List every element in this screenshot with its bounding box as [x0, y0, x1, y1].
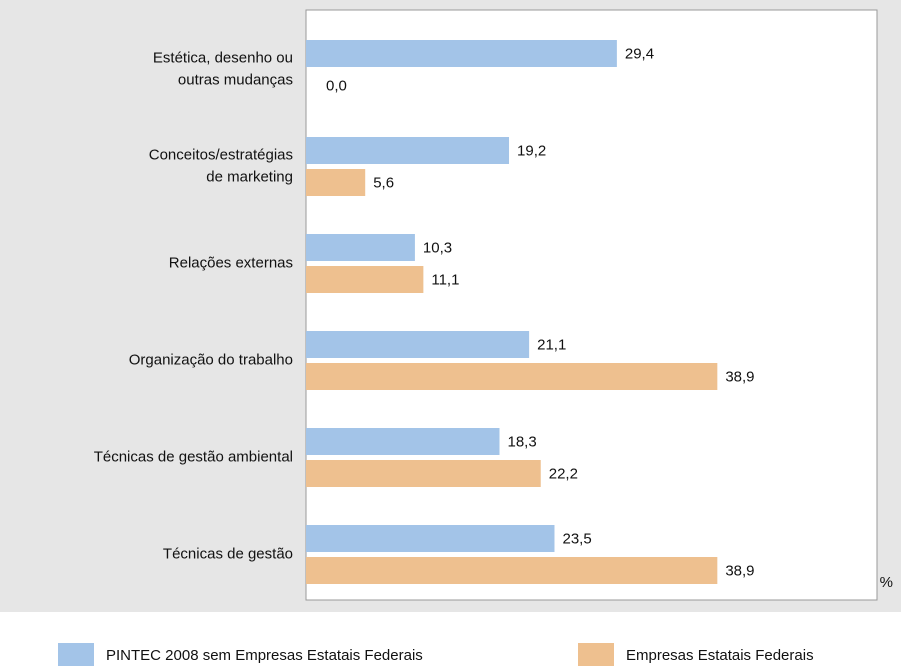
bar — [306, 460, 541, 487]
value-label: 11,1 — [431, 271, 459, 288]
bar — [306, 363, 718, 390]
value-label: 29,4 — [625, 45, 654, 62]
bar — [306, 234, 415, 261]
category-label: Conceitos/estratégias — [149, 146, 293, 163]
bar — [306, 266, 424, 293]
bar — [306, 557, 718, 584]
value-label: 5,6 — [373, 174, 394, 191]
value-label: 22,2 — [549, 465, 578, 482]
value-label: 18,3 — [508, 433, 537, 450]
value-label: 23,5 — [562, 530, 591, 547]
category-label: Relações externas — [169, 254, 293, 271]
legend-swatch — [578, 643, 614, 666]
plot-area — [305, 9, 878, 601]
category-label: Estética, desenho ou — [153, 49, 293, 66]
bar — [306, 331, 530, 358]
value-label: 38,9 — [725, 368, 754, 385]
x-axis-label: % — [880, 574, 893, 591]
value-label: 0,0 — [326, 77, 347, 94]
value-label: 21,1 — [537, 336, 566, 353]
legend-swatch — [58, 643, 94, 666]
category-label: Técnicas de gestão ambiental — [94, 448, 293, 465]
value-label: 19,2 — [517, 142, 546, 159]
category-label: de marketing — [206, 168, 293, 185]
legend-label: Empresas Estatais Federais — [626, 647, 814, 664]
category-label: Técnicas de gestão — [163, 545, 293, 562]
bar — [306, 525, 555, 552]
bar — [306, 428, 500, 455]
category-label: Organização do trabalho — [129, 351, 293, 368]
category-label: outras mudanças — [178, 71, 293, 88]
value-label: 10,3 — [423, 239, 452, 256]
bar — [306, 40, 617, 67]
bar — [306, 137, 510, 164]
legend-label: PINTEC 2008 sem Empresas Estatais Federa… — [106, 647, 423, 664]
bar — [306, 169, 366, 196]
value-label: 38,9 — [725, 562, 754, 579]
